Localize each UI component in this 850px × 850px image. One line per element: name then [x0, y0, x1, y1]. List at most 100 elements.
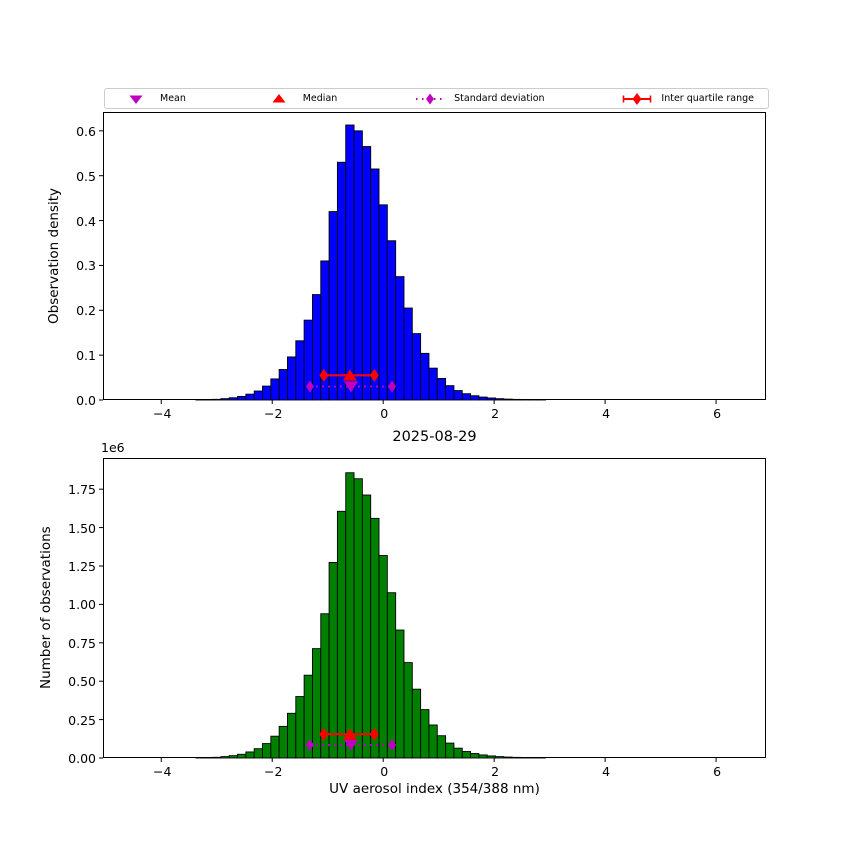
std-marker-icon — [416, 93, 445, 104]
plot-title: 2025-08-29 — [392, 429, 477, 445]
histogram-bar — [495, 756, 505, 759]
histogram-bar — [212, 398, 222, 401]
histogram-bar — [486, 397, 496, 401]
histogram-bar — [386, 240, 397, 401]
y-tick-label: 0.3 — [76, 258, 96, 274]
x-axis-label: UV aerosol index (354/388 nm) — [329, 781, 540, 797]
histogram-bar — [420, 352, 430, 401]
x-tick-label: 4 — [602, 764, 611, 779]
histogram-bar — [295, 340, 305, 401]
x-tick-label: −4 — [153, 406, 172, 421]
histogram-bar — [411, 688, 422, 759]
histogram-bar — [361, 494, 372, 759]
histogram-bar — [403, 662, 413, 759]
x-tick-label: 2 — [491, 406, 500, 421]
histogram-bar — [245, 393, 255, 401]
histogram-bar — [311, 648, 322, 759]
diamond-marker-icon — [319, 727, 329, 741]
histogram-bar — [378, 204, 388, 401]
histogram-bar — [478, 754, 488, 759]
bottom-y-axis-label: Number of observations — [38, 526, 54, 690]
legend-item-std: Standard deviation — [413, 92, 545, 106]
histogram-bar — [511, 398, 521, 401]
histogram-bar — [478, 396, 488, 401]
legend-label-median: Median — [302, 92, 338, 104]
y-tick-label: 0.75 — [68, 635, 96, 651]
histogram-bar — [262, 743, 272, 759]
histogram-bar — [345, 124, 355, 401]
histogram-bar — [220, 756, 230, 759]
histogram-bar — [395, 629, 405, 759]
legend-item-iqr: Inter quartile range — [620, 92, 754, 106]
histogram-bar — [311, 294, 322, 401]
histogram-bar — [445, 742, 455, 759]
diamond-marker-icon — [305, 380, 314, 393]
counts-histogram-plot: −4 −2 0 2 4 6 0.00 0.25 0.50 0.75 1.00 1.25 1.50 1.75 — [68, 458, 766, 778]
histogram-bar — [453, 747, 463, 759]
density-histogram-canvas — [99, 124, 717, 404]
diamond-marker-icon — [388, 380, 397, 393]
histogram-bar — [270, 378, 280, 401]
diamond-marker-icon — [305, 738, 314, 751]
triangle-up-marker-icon — [342, 369, 357, 381]
histogram-bar — [361, 146, 372, 401]
legend-label-iqr: Inter quartile range — [661, 92, 754, 104]
histogram-bar — [503, 756, 513, 759]
x-tick-label: 4 — [602, 406, 611, 421]
histogram-bar — [353, 130, 363, 401]
histogram-bar — [403, 307, 413, 401]
legend-item-mean: Mean — [119, 92, 186, 106]
top-y-axis-label: Observation density — [46, 188, 62, 324]
legend: Mean Median Standard deviation Inter qua… — [104, 88, 769, 109]
histogram-bar — [428, 367, 438, 401]
histogram-bar — [436, 735, 447, 759]
histogram-bar — [237, 753, 247, 759]
y-tick-label: 0.4 — [76, 213, 96, 229]
histogram-bar — [495, 398, 505, 401]
diamond-marker-icon — [319, 368, 329, 382]
histogram-bar — [470, 395, 480, 401]
histogram-bar — [370, 168, 380, 401]
y-axis-offset-text: 1e6 — [101, 440, 125, 455]
histogram-bar — [253, 390, 263, 401]
histogram-bar — [511, 756, 521, 759]
histogram-bar — [428, 724, 438, 759]
legend-item-median: Median — [262, 92, 338, 106]
y-tick-label: 0.50 — [68, 673, 96, 689]
triangle-down-marker-icon — [344, 739, 359, 751]
y-tick-label: 0.1 — [76, 347, 96, 363]
histogram-bar — [378, 555, 388, 759]
y-tick-label: 1.00 — [68, 597, 96, 613]
histogram-bar — [336, 161, 347, 401]
y-tick-label: 0.2 — [76, 303, 96, 319]
legend-label-std: Standard deviation — [454, 92, 545, 104]
y-tick-label: 0.0 — [76, 392, 96, 408]
histogram-bar — [420, 709, 430, 759]
y-tick-label: 0.6 — [76, 123, 96, 139]
histogram-bar — [228, 397, 238, 401]
histogram-bar — [445, 385, 455, 401]
histogram-bar — [295, 696, 305, 759]
y-tick-label: 0.25 — [68, 712, 96, 728]
y-tick-label: 1.25 — [68, 558, 96, 574]
histogram-bar — [253, 748, 263, 759]
x-tick-label: 0 — [380, 764, 389, 779]
histogram-bar — [237, 395, 247, 401]
x-tick-label: 6 — [713, 764, 722, 779]
x-tick-label: −2 — [263, 406, 283, 421]
histogram-bar — [270, 735, 280, 759]
histogram-bar — [328, 211, 338, 401]
histogram-bar — [245, 751, 255, 759]
diamond-marker-icon — [388, 738, 397, 751]
histogram-bar — [262, 385, 272, 401]
histogram-bar — [220, 398, 230, 401]
histogram-bar — [436, 378, 447, 401]
histogram-bar — [386, 592, 397, 759]
histogram-bar — [486, 755, 496, 759]
density-histogram-plot: −4 −2 0 2 4 6 0.0 0.1 0.2 0.3 0.4 0.5 0.6 — [76, 112, 766, 420]
triangle-up-marker-icon — [342, 728, 357, 740]
diamond-marker-icon — [369, 368, 379, 382]
histogram-bar — [287, 356, 297, 401]
counts-histogram-canvas — [99, 472, 717, 762]
